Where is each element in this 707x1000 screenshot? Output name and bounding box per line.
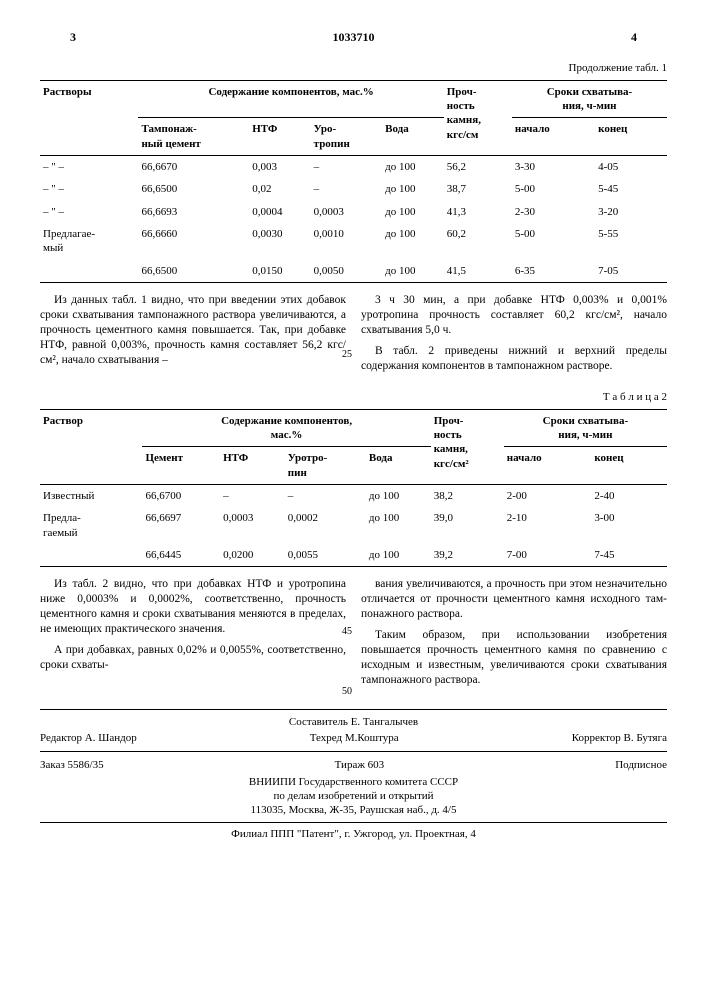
text-block-2: Из табл. 2 видно, что при добавках НТФ и…	[40, 577, 667, 694]
th-cement: Цемент	[142, 447, 220, 485]
text-block-1: Из данных табл. 1 видно, что при вве­ден…	[40, 293, 667, 380]
org: ВНИИПИ Государственного комитета СССР	[40, 775, 667, 789]
para: В табл. 2 приведены нижний и верх­ний пр…	[361, 344, 667, 374]
line-number: 25	[342, 348, 352, 361]
table-row: – " – 66,6693 0,0004 0,0003 до 100 41,3 …	[40, 201, 667, 223]
th-rastvor: Раствор	[40, 409, 142, 484]
th-soderzhanie: Содержание компонентов, мас.%	[138, 80, 443, 118]
table-2: Раствор Содержание компонентов,мас.% Про…	[40, 409, 667, 567]
sostavitel: Составитель Е. Тангалычев	[40, 715, 667, 729]
th-ntf: НТФ	[220, 447, 285, 485]
table2-caption: Т а б л и ц а 2	[40, 390, 667, 404]
table-1: Растворы Содержание компонентов, мас.% П…	[40, 80, 667, 283]
line-number: 45	[342, 625, 352, 638]
korrektor: Корректор В. Бутяга	[572, 731, 667, 745]
page-num-right: 4	[631, 30, 637, 46]
zakaz: Заказ 5586/35	[40, 758, 104, 772]
table-row: Предлагае-мый 66,6660 0,0030 0,0010 до 1…	[40, 223, 667, 260]
th-nachalo: начало	[504, 447, 592, 485]
th-nachalo: начало	[512, 118, 595, 156]
table-row: – " – 66,6500 0,02 – до 100 38,7 5-00 5-…	[40, 178, 667, 200]
th-ntf: НТФ	[249, 118, 310, 156]
table-row: Известный 66,6700 – – до 100 38,2 2-00 2…	[40, 485, 667, 508]
table1-caption: Продолжение табл. 1	[40, 61, 667, 75]
th-urotropin: Уро-тропин	[311, 118, 382, 156]
table-row: 66,6445 0,0200 0,0055 до 100 39,2 7-00 7…	[40, 544, 667, 567]
table-row: Предла-гаемый 66,6697 0,0003 0,0002 до 1…	[40, 507, 667, 544]
th-sroki: Сроки схватыва-ния, ч-мин	[504, 409, 667, 447]
page-header: 3 1033710 4	[40, 30, 667, 46]
th-prochnost: Проч-ностькамня,кгс/см	[444, 80, 512, 155]
para: вания увеличиваются, а прочность при это…	[361, 577, 667, 622]
podpisnoe: Подписное	[615, 758, 667, 772]
th-prochnost: Проч-ностькамня,кгс/см²	[431, 409, 504, 484]
filial: Филиал ППП "Патент", г. Ужгород, ул. Про…	[40, 827, 667, 841]
line-number: 50	[342, 685, 352, 698]
addr: 113035, Москва, Ж-35, Раушская наб., д. …	[40, 803, 667, 817]
redaktor: Редактор А. Шандор	[40, 731, 137, 745]
tehred: Техред М.Коштура	[310, 731, 399, 745]
th-sroki: Сроки схватыва-ния, ч-мин	[512, 80, 667, 118]
th-cement: Тампонаж-ный цемент	[138, 118, 249, 156]
para: Таким образом, при использовании изобрет…	[361, 628, 667, 688]
table-row: 66,6500 0,0150 0,0050 до 100 41,5 6-35 7…	[40, 260, 667, 283]
para: А при добавках, равных 0,02% и 0,0055%, …	[40, 643, 346, 673]
th-soderzhanie: Содержание компонентов,мас.%	[142, 409, 430, 447]
para: 3 ч 30 мин, а при добавке НТФ 0,003% и 0…	[361, 293, 667, 338]
para: Из данных табл. 1 видно, что при вве­ден…	[40, 293, 346, 368]
doc-number: 1033710	[333, 30, 375, 46]
footer: Составитель Е. Тангалычев Редактор А. Ша…	[40, 709, 667, 841]
tirazh: Тираж 603	[335, 758, 385, 772]
page-num-left: 3	[70, 30, 76, 46]
th-rastvory: Растворы	[40, 80, 138, 155]
th-voda: Вода	[366, 447, 431, 485]
table-row: – " – 66,6670 0,003 – до 100 56,2 3-30 4…	[40, 156, 667, 179]
th-voda: Вода	[382, 118, 444, 156]
para: Из табл. 2 видно, что при добавках НТФ и…	[40, 577, 346, 637]
th-urotropin: Уротро-пин	[285, 447, 366, 485]
th-konec: конец	[595, 118, 667, 156]
org2: по делам изобретений и открытий	[40, 789, 667, 803]
th-konec: конец	[591, 447, 667, 485]
